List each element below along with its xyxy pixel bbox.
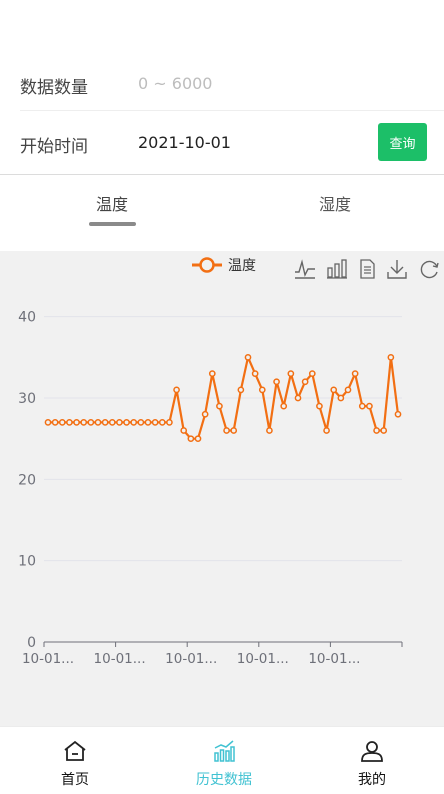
data-point: [180, 427, 188, 434]
data-point: [201, 410, 209, 418]
bottom-nav: 首页 历史数据 我的: [0, 726, 444, 794]
data-point: [66, 419, 73, 426]
top-bar: [0, 0, 444, 50]
data-point: [394, 410, 402, 418]
data-point: [101, 419, 109, 426]
nav-me-label: 我的: [358, 772, 386, 788]
data-point: [73, 419, 80, 426]
data-point: [273, 378, 280, 386]
data-point: [330, 386, 338, 394]
data-count-input[interactable]: 0 ~ 6000: [138, 74, 213, 93]
data-point: [323, 427, 330, 434]
y-tick-label: 30: [18, 391, 36, 407]
history-chart-icon: [214, 740, 235, 762]
y-tick-label: 20: [18, 472, 36, 488]
data-point: [366, 402, 373, 410]
tab-humidity[interactable]: 湿度: [319, 195, 352, 214]
data-point: [166, 419, 173, 426]
x-tick-label: 10-01...: [22, 651, 74, 667]
chart-area: 0 10 20 30 40 10-01... 10-01... 10-01... 10-01..…: [0, 251, 444, 726]
nav-history-label: 历史数据: [196, 772, 252, 788]
data-view-icon[interactable]: [356, 258, 378, 280]
data-point: [80, 419, 88, 426]
tab-bar: 温度 湿度: [0, 175, 444, 251]
data-point: [344, 386, 352, 394]
data-point: [244, 353, 252, 361]
data-count-row: 数据数量 0 ~ 6000: [0, 56, 444, 114]
data-point: [280, 402, 288, 410]
chart-legend[interactable]: 温度: [192, 255, 256, 275]
start-time-input[interactable]: 2021-10-01: [138, 133, 231, 152]
data-point: [187, 435, 195, 443]
data-point: [301, 378, 309, 386]
query-button[interactable]: 查询: [378, 123, 427, 161]
tab-temperature[interactable]: 温度: [96, 195, 129, 214]
data-point: [194, 435, 202, 443]
x-tick-label: 10-01...: [237, 651, 289, 667]
user-icon: [361, 741, 383, 762]
data-point: [123, 419, 130, 426]
data-point: [158, 419, 166, 426]
data-point: [137, 419, 145, 426]
start-time-row: 开始时间 2021-10-01 查询: [0, 112, 444, 172]
data-point: [223, 427, 230, 434]
data-point: [51, 419, 59, 426]
data-point: [44, 419, 52, 426]
bar-chart-icon[interactable]: [326, 258, 348, 280]
start-time-label: 开始时间: [20, 137, 88, 157]
nav-me[interactable]: 我的: [312, 727, 432, 794]
data-point: [380, 427, 388, 434]
data-point: [251, 370, 259, 377]
data-point: [230, 427, 238, 434]
line-chart: 0 10 20 30 40 10-01... 10-01... 10-01... 10-01..…: [18, 310, 403, 667]
legend-line-marker-icon: [192, 257, 222, 273]
data-point: [337, 394, 345, 402]
data-point: [294, 394, 302, 402]
data-point: [287, 370, 295, 377]
active-tab-indicator: [89, 222, 136, 226]
home-icon: [64, 740, 86, 761]
data-point: [151, 419, 159, 426]
data-point: [116, 419, 123, 426]
refresh-icon[interactable]: [418, 258, 440, 280]
y-tick-label: 40: [18, 310, 36, 326]
data-point: [358, 402, 366, 410]
data-point: [87, 419, 95, 426]
section-divider: [0, 174, 444, 175]
data-point: [208, 370, 216, 377]
y-tick-label: 10: [18, 554, 36, 570]
data-point: [144, 419, 152, 426]
data-point: [173, 386, 180, 394]
nav-home[interactable]: 首页: [15, 727, 135, 794]
nav-history[interactable]: 历史数据: [164, 727, 284, 794]
data-point: [130, 419, 138, 426]
line-chart-icon[interactable]: [294, 258, 316, 280]
download-icon[interactable]: [386, 258, 408, 280]
data-point: [58, 419, 66, 426]
x-tick-label: 10-01...: [165, 651, 217, 667]
data-point: [387, 353, 395, 361]
x-tick-label: 10-01...: [94, 651, 146, 667]
nav-home-label: 首页: [61, 772, 89, 788]
x-tick-label: 10-01...: [308, 651, 360, 667]
data-point: [237, 386, 245, 394]
data-point: [258, 386, 266, 394]
data-point: [94, 419, 102, 426]
data-point: [351, 370, 359, 377]
data-point: [266, 427, 273, 434]
y-tick-label: 0: [27, 635, 36, 651]
legend-label: 温度: [228, 258, 256, 274]
data-point: [316, 402, 323, 410]
data-point: [373, 427, 380, 434]
chart-toolbox: [294, 258, 440, 280]
data-point: [216, 402, 223, 410]
data-point: [308, 370, 316, 377]
data-count-label: 数据数量: [20, 78, 88, 98]
data-point: [108, 419, 116, 426]
form-divider: [20, 110, 444, 111]
